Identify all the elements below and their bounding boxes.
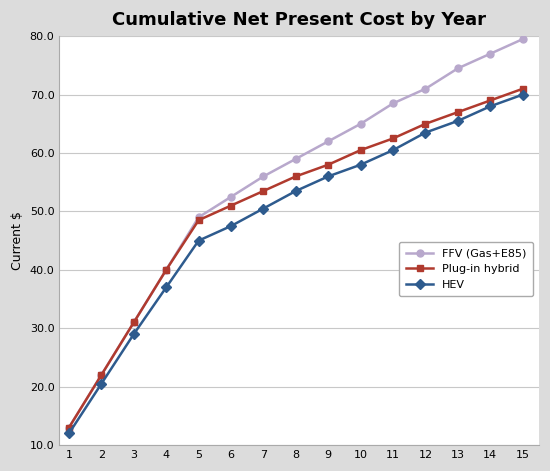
FFV (Gas+E85)	[325, 138, 332, 144]
FFV (Gas+E85)	[163, 267, 169, 273]
FFV (Gas+E85)	[390, 100, 397, 106]
HEV	[454, 118, 461, 124]
Plug-in hybrid	[293, 173, 299, 179]
Plug-in hybrid	[195, 217, 202, 223]
Plug-in hybrid	[487, 97, 493, 103]
Line: HEV: HEV	[65, 91, 526, 437]
HEV	[358, 162, 364, 168]
HEV	[390, 147, 397, 153]
Plug-in hybrid	[454, 109, 461, 115]
HEV	[422, 130, 429, 135]
Plug-in hybrid	[390, 136, 397, 141]
FFV (Gas+E85)	[487, 51, 493, 57]
FFV (Gas+E85)	[65, 425, 72, 430]
HEV	[260, 206, 267, 211]
Plug-in hybrid	[325, 162, 332, 168]
HEV	[293, 188, 299, 194]
HEV	[487, 104, 493, 109]
HEV	[325, 173, 332, 179]
HEV	[519, 92, 526, 97]
Plug-in hybrid	[130, 319, 137, 325]
FFV (Gas+E85)	[293, 156, 299, 162]
FFV (Gas+E85)	[519, 36, 526, 42]
FFV (Gas+E85)	[260, 173, 267, 179]
HEV	[65, 430, 72, 436]
HEV	[98, 381, 104, 387]
Title: Cumulative Net Present Cost by Year: Cumulative Net Present Cost by Year	[112, 11, 486, 29]
Plug-in hybrid	[98, 372, 104, 378]
FFV (Gas+E85)	[454, 65, 461, 71]
Plug-in hybrid	[358, 147, 364, 153]
Plug-in hybrid	[422, 121, 429, 127]
HEV	[130, 331, 137, 337]
Line: Plug-in hybrid: Plug-in hybrid	[65, 85, 526, 431]
HEV	[163, 284, 169, 290]
Legend: FFV (Gas+E85), Plug-in hybrid, HEV: FFV (Gas+E85), Plug-in hybrid, HEV	[399, 242, 534, 296]
FFV (Gas+E85)	[130, 319, 137, 325]
FFV (Gas+E85)	[422, 86, 429, 91]
Plug-in hybrid	[65, 425, 72, 430]
Plug-in hybrid	[163, 267, 169, 273]
FFV (Gas+E85)	[358, 121, 364, 127]
HEV	[195, 238, 202, 244]
FFV (Gas+E85)	[228, 194, 234, 200]
Line: FFV (Gas+E85): FFV (Gas+E85)	[65, 36, 526, 431]
HEV	[228, 223, 234, 229]
Plug-in hybrid	[228, 203, 234, 208]
Y-axis label: Current $: Current $	[11, 211, 24, 270]
Plug-in hybrid	[519, 86, 526, 91]
FFV (Gas+E85)	[98, 372, 104, 378]
FFV (Gas+E85)	[195, 214, 202, 220]
Plug-in hybrid	[260, 188, 267, 194]
